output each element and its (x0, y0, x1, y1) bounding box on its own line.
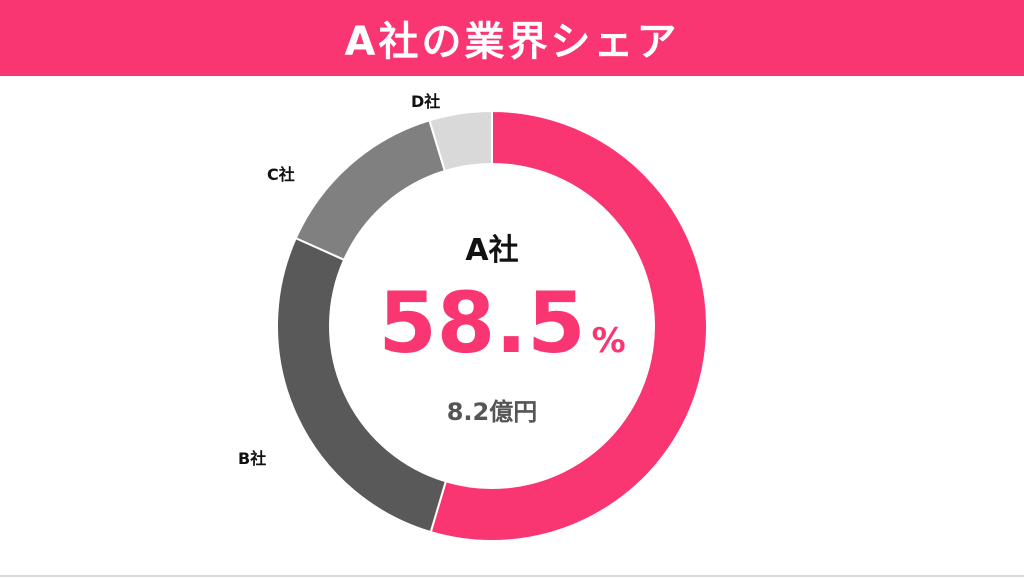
center-percent: 58.5% (372, 274, 632, 372)
center-company-name: A社 (465, 233, 519, 268)
label-d: D社 (411, 92, 441, 111)
chart-title: A社の業界シェア (344, 19, 680, 65)
label-c: C社 (267, 165, 295, 184)
donut-slice-D社 (428, 109, 493, 173)
center-amount: 8.2億円 (446, 398, 538, 426)
donut-slice-A社 (429, 109, 708, 542)
label-b: B社 (238, 449, 267, 468)
bottom-divider (0, 575, 1024, 577)
title-banner: A社の業界シェア (0, 0, 1024, 76)
percent-unit: % (591, 321, 626, 361)
percent-value: 58.5 (378, 274, 586, 372)
